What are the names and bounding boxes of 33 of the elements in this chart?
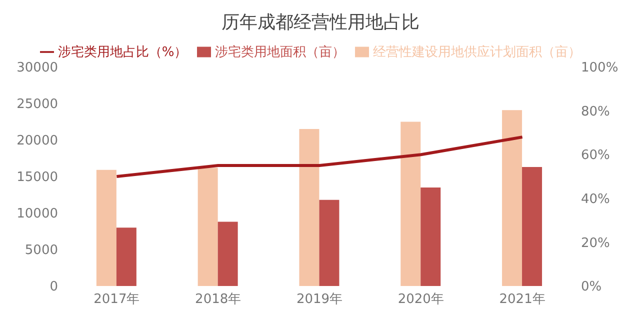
y2-tick-label: 40%	[581, 192, 610, 208]
y-tick-label: 30000	[16, 60, 58, 76]
bar	[96, 170, 116, 286]
y-tick-label: 0	[50, 280, 58, 295]
y-tick-label: 15000	[16, 170, 58, 186]
y-tick-label: 20000	[16, 134, 58, 149]
x-tick-label: 2018年	[195, 292, 242, 308]
x-tick-label: 2017年	[94, 292, 140, 308]
bar	[502, 110, 522, 286]
y2-tick-label: 20%	[581, 236, 610, 251]
line-series	[115, 136, 524, 178]
bar	[218, 222, 238, 286]
legend-label: 涉宅类用地面积（亩）	[215, 45, 346, 60]
y2-tick-label: 100%	[581, 60, 618, 76]
y-tick-label: 10000	[16, 206, 58, 222]
bar	[116, 228, 136, 286]
legend-label: 涉宅类用地占比（%）	[58, 45, 188, 60]
bar	[319, 200, 340, 286]
bar	[400, 122, 421, 286]
x-tick-label: 2019年	[296, 292, 343, 308]
bar	[420, 187, 441, 286]
legend-label: 经营性建设用地供应计划面积（亩）	[373, 45, 582, 60]
y-tick-label: 5000	[24, 243, 58, 258]
bar	[522, 167, 542, 286]
bar	[299, 129, 320, 286]
y2-tick-label: 60%	[581, 148, 610, 164]
x-tick-label: 2020年	[398, 292, 444, 308]
y-tick-label: 25000	[16, 97, 58, 112]
bar	[198, 168, 218, 286]
chart-title: 历年成都经营性用地占比	[220, 11, 420, 35]
y2-tick-label: 80%	[581, 104, 610, 120]
y2-tick-label: 0%	[581, 280, 602, 295]
x-tick-label: 2021年	[499, 292, 546, 308]
